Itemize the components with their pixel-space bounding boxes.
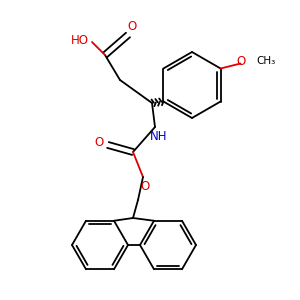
- Text: O: O: [94, 136, 103, 148]
- Text: NH: NH: [150, 130, 168, 143]
- Text: HO: HO: [71, 34, 89, 46]
- Text: O: O: [128, 20, 136, 34]
- Text: CH₃: CH₃: [256, 56, 276, 67]
- Text: O: O: [236, 55, 245, 68]
- Text: O: O: [140, 179, 150, 193]
